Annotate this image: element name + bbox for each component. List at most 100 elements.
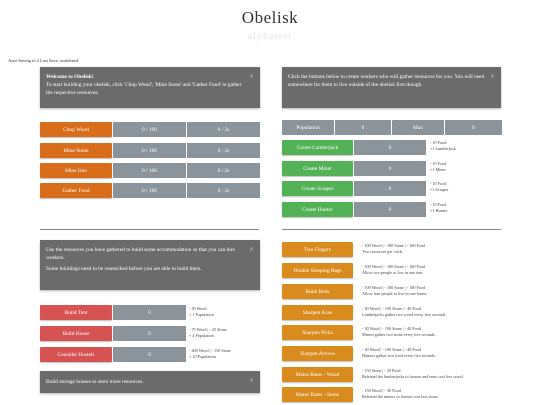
scraper-cost: - 10 Food +1 Scraper [430, 181, 448, 192]
house-count: 0 [113, 326, 186, 341]
page-title: Obelisk [241, 8, 299, 27]
building-row-house: Build House 0 [40, 326, 186, 341]
close-icon[interactable]: × [248, 73, 254, 80]
two-fingers-desc: Two resources per click. [362, 248, 403, 254]
mine-iron-button[interactable]: Mine Iron [40, 163, 112, 178]
sharpen-arrows-button[interactable]: Sharpen Arrows [282, 346, 353, 361]
population-max-label: Max [392, 120, 444, 135]
consider-hostels-button[interactable]: Consider Hostels [40, 347, 112, 362]
sharpen-picks-desc: Miners gather two stone every five secon… [362, 331, 436, 337]
two-fingers-info: - 100 Wood | - 100 Stone | - 100 Food Tw… [362, 243, 425, 254]
mates-rates-stone-button[interactable]: Mates Rates - Stone [282, 387, 353, 402]
sharpen-picks-cost: - 30 Wood | - 100 Stone | - 40 Food [362, 326, 421, 331]
lumberjack-cost-food: - 10 Food [430, 140, 447, 145]
close-icon[interactable]: × [248, 246, 254, 253]
gather-food-button[interactable]: Gather Food [40, 183, 112, 198]
storage-info-body: Build storage houses to store more resou… [46, 379, 144, 385]
resource-row-wood: Chop Wood 0 / 100 0 / 3s [40, 122, 260, 137]
iron-amount: 0 / 100 [113, 163, 186, 178]
worker-row-scraper: Create Scraper 0 [282, 181, 426, 196]
stone-rate: 0 / 3s [187, 143, 260, 158]
sharpen-arrows-desc: Hunters gather two food every five secon… [362, 352, 437, 358]
wood-amount: 0 / 100 [113, 122, 186, 137]
create-hunter-button[interactable]: Create Hunter [282, 202, 353, 217]
tent-cost: - 30 Wood + 1 Population [189, 306, 214, 317]
two-fingers-cost: - 100 Wood | - 100 Stone | - 100 Food [362, 243, 426, 248]
mates-rates-wood-button[interactable]: Mates Rates - Wood [282, 367, 353, 382]
create-scraper-button[interactable]: Create Scraper [282, 181, 353, 196]
hunter-gain: +1 Hunter [430, 207, 448, 213]
build-info-text-2: Some buildings need to be researched bef… [46, 266, 202, 272]
divider-right [282, 229, 501, 230]
welcome-title: Welcome to Obelisk! [46, 74, 94, 80]
house-cost: - 75 Wood | - 25 Stone + 4 Population [189, 327, 227, 338]
close-icon[interactable]: × [248, 377, 254, 384]
sharpen-axes-button[interactable]: Sharpen Axes [282, 305, 353, 320]
double-sleeping-bags-button[interactable]: Double Sleeping Bags [282, 263, 353, 278]
close-icon[interactable]: × [489, 73, 495, 80]
workers-info-body: Click the buttons below to create worker… [288, 74, 485, 88]
double-sleeping-bags-cost: - 100 Wood | - 100 Stone | - 100 Food [362, 264, 426, 269]
food-rate: 0 / 3s [187, 183, 260, 198]
bunk-beds-info: - 100 Wood | - 100 Stone | - 100 Food Al… [362, 285, 428, 296]
mine-stone-button[interactable]: Mine Stone [40, 143, 112, 158]
mates-rates-wood-desc: Befriend the lumberjacks to houses and t… [362, 373, 464, 379]
population-max-value: 0 [445, 120, 502, 135]
building-row-tent: Build Tent 0 [40, 305, 186, 320]
stone-amount: 0 / 100 [113, 143, 186, 158]
autosave-status: Auto-Saving in 4 Last Save: undefined [8, 58, 79, 63]
food-amount: 0 / 100 [113, 183, 186, 198]
iron-rate: 0 / 3s [187, 163, 260, 178]
welcome-panel: × Welcome to Obelisk! To start building … [40, 67, 260, 108]
build-house-button[interactable]: Build House [40, 326, 112, 341]
resource-row-iron: Mine Iron 0 / 100 0 / 3s [40, 163, 260, 178]
welcome-body: To start building your obelisk, click 'C… [46, 82, 242, 96]
miner-gain: +1 Miner [430, 166, 446, 172]
worker-row-lumberjack: Create Lumberjack 0 [282, 140, 426, 155]
bunk-beds-cost: - 100 Wood | - 100 Stone | - 100 Food [362, 285, 426, 290]
scraper-gain: +1 Scraper [430, 186, 449, 192]
tent-gain: + 1 Population [189, 311, 214, 317]
population-row: Population 0 Max 0 [282, 120, 502, 135]
scraper-count: 0 [354, 181, 426, 196]
worker-row-miner: Create Miner 0 [282, 161, 426, 176]
miner-count: 0 [354, 161, 426, 176]
hostels-cost: - 400 Wood | - 150 Stone + 10 Population [189, 348, 231, 359]
create-miner-button[interactable]: Create Miner [282, 161, 353, 176]
build-tent-button[interactable]: Build Tent [40, 305, 112, 320]
mates-rates-stone-cost: - 150 Wood | - 30 Food [362, 388, 401, 393]
mates-rates-stone-info: - 150 Wood | - 30 Food Befriend the mine… [362, 388, 439, 399]
hostels-gain: + 10 Population [189, 353, 216, 359]
hunter-count: 0 [354, 202, 426, 217]
hunter-cost: - 10 Food +1 Hunter [430, 202, 447, 213]
population-value: 0 [335, 120, 391, 135]
bunk-beds-button[interactable]: Bunk Beds [282, 284, 353, 299]
wood-rate: 0 / 3s [187, 122, 260, 137]
two-fingers-button[interactable]: Two Fingers [282, 242, 353, 257]
lumberjack-gain: +1 Lumberjack [430, 145, 456, 151]
sharpen-picks-button[interactable]: Sharpen Picks [282, 325, 353, 340]
hostels-cost-resources: - 400 Wood | - 150 Stone [189, 348, 231, 353]
scraper-cost-food: - 10 Food [430, 181, 447, 186]
divider-left [40, 229, 259, 230]
page-subtitle: alphatest [247, 31, 293, 42]
house-cost-resources: - 75 Wood | - 25 Stone [189, 327, 227, 332]
create-lumberjack-button[interactable]: Create Lumberjack [282, 140, 353, 155]
sharpen-arrows-info: - 30 Wood | - 100 Stone | - 40 Food Hunt… [362, 347, 436, 358]
mates-rates-wood-cost: - 150 Stone | - 30 Food [362, 368, 401, 373]
sharpen-axes-cost: - 30 Wood | - 100 Stone | - 40 Food [362, 306, 421, 311]
population-label: Population [282, 120, 334, 135]
resource-row-stone: Mine Stone 0 / 100 0 / 3s [40, 143, 260, 158]
chop-wood-button[interactable]: Chop Wood [40, 122, 112, 137]
double-sleeping-bags-info: - 100 Wood | - 100 Stone | - 100 Food Al… [362, 264, 425, 275]
sharpen-axes-desc: Lumberjacks gather two wood every five s… [362, 311, 447, 317]
bunk-beds-desc: Allow four people to live in one house. [362, 290, 428, 296]
house-gain: + 4 Population [189, 332, 214, 338]
build-info-panel: × Use the resources you have gathered to… [40, 240, 260, 290]
worker-row-hunter: Create Hunter 0 [282, 202, 426, 217]
build-info-text-1: Use the resources you have gathered to b… [46, 247, 235, 261]
mates-rates-wood-info: - 150 Stone | - 30 Food Befriend the lum… [362, 368, 464, 379]
lumberjack-cost: - 10 Food +1 Lumberjack [430, 140, 456, 151]
lumberjack-count: 0 [354, 140, 426, 155]
tent-count: 0 [113, 305, 186, 320]
